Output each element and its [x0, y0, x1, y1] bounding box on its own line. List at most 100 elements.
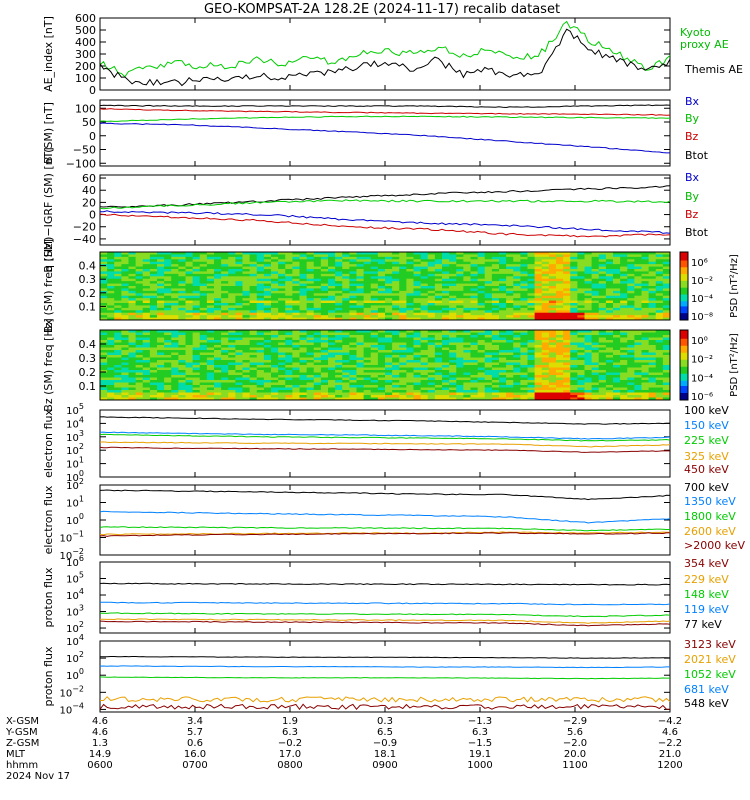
heatmap-cell	[128, 254, 137, 258]
heatmap-cell	[534, 345, 543, 348]
heatmap-cell	[548, 382, 557, 386]
heatmap-cell	[399, 367, 407, 371]
heatmap-cell	[605, 259, 614, 263]
heatmap-cell	[335, 273, 343, 277]
heatmap-cell	[655, 352, 664, 356]
heatmap-cell	[470, 352, 479, 356]
heatmap-cell	[641, 269, 650, 272]
heatmap-cell	[577, 283, 585, 287]
heatmap-cell	[399, 264, 407, 267]
heatmap-cell	[420, 342, 429, 346]
heatmap-cell	[627, 298, 635, 301]
heatmap-cell	[477, 340, 486, 343]
heatmap-cell	[292, 332, 300, 336]
heatmap-cell	[527, 342, 536, 346]
heatmap-cell	[221, 382, 229, 386]
heatmap-cell	[605, 290, 614, 294]
heatmap-cell	[499, 355, 507, 358]
heatmap-cell	[499, 269, 507, 272]
heatmap-cell	[221, 288, 229, 292]
heatmap-cell	[342, 300, 350, 304]
heatmap-cell	[385, 273, 393, 277]
heatmap-cell	[413, 276, 422, 280]
heatmap-cell	[306, 345, 315, 348]
heatmap-cell	[171, 278, 179, 282]
heatmap-cell	[427, 278, 436, 282]
heatmap-cell	[449, 367, 457, 371]
heatmap-cell	[278, 335, 286, 338]
heatmap-cell	[349, 390, 357, 393]
heatmap-cell	[157, 317, 165, 321]
heatmap-cell	[235, 382, 243, 386]
heatmap-cell	[271, 278, 279, 282]
heatmap-cell	[185, 288, 194, 292]
heatmap-cell	[442, 380, 450, 383]
ephemeris-row-label: 2024 Nov 17	[6, 771, 70, 782]
heatmap-cell	[285, 283, 293, 287]
heatmap-cell	[456, 355, 464, 358]
heatmap-cell	[577, 360, 585, 363]
heatmap-cell	[620, 298, 628, 301]
heatmap-cell	[613, 252, 621, 255]
heatmap-cell	[157, 281, 165, 284]
heatmap-cell	[157, 286, 165, 289]
heatmap-cell	[470, 300, 479, 304]
heatmap-cell	[506, 290, 514, 294]
heatmap-cell	[313, 362, 322, 366]
heatmap-cell	[292, 312, 300, 316]
heatmap-cell	[114, 380, 122, 383]
heatmap-cell	[477, 305, 486, 309]
heatmap-cell	[413, 290, 422, 294]
heatmap-cell	[306, 278, 315, 282]
heatmap-cell	[356, 397, 365, 401]
heatmap-cell	[363, 382, 372, 386]
heatmap-cell	[128, 307, 137, 311]
heatmap-cell	[655, 298, 664, 301]
heatmap-cell	[434, 335, 443, 338]
heatmap-cell	[178, 392, 186, 396]
heatmap-cell	[413, 345, 422, 348]
heatmap-cell	[634, 352, 642, 356]
heatmap-cell	[306, 276, 315, 280]
heatmap-cell	[477, 312, 486, 316]
heatmap-cell	[228, 305, 236, 309]
heatmap-cell	[470, 337, 479, 341]
heatmap-cell	[164, 259, 172, 263]
heatmap-cell	[434, 269, 443, 272]
heatmap-cell	[299, 266, 308, 270]
heatmap-cell	[648, 305, 657, 309]
heatmap-cell	[584, 256, 593, 260]
heatmap-cell	[399, 372, 407, 376]
heatmap-cell	[121, 252, 129, 255]
heatmap-cell	[214, 276, 222, 280]
heatmap-cell	[541, 362, 550, 366]
heatmap-cell	[470, 254, 479, 258]
heatmap-cell	[434, 337, 443, 341]
heatmap-cell	[349, 375, 357, 378]
heatmap-cell	[342, 315, 350, 318]
heatmap-cell	[157, 390, 165, 393]
heatmap-cell	[655, 397, 664, 401]
heatmap-cell	[349, 395, 357, 398]
heatmap-cell	[442, 365, 450, 368]
heatmap-cell	[541, 385, 550, 388]
heatmap-cell	[299, 317, 308, 321]
legend-label: By	[685, 112, 700, 125]
heatmap-cell	[128, 370, 137, 373]
heatmap-cell	[427, 395, 436, 398]
heatmap-cell	[463, 370, 471, 373]
heatmap-cell	[121, 385, 129, 388]
heatmap-cell	[534, 385, 543, 388]
heatmap-cell	[178, 256, 186, 260]
heatmap-cell	[328, 397, 336, 401]
y-tick-label: 50	[82, 116, 96, 129]
colorbar-segment	[680, 370, 688, 373]
heatmap-cell	[577, 392, 585, 396]
heatmap-cell	[206, 266, 215, 270]
heatmap-cell	[377, 337, 386, 341]
heatmap-cell	[221, 330, 229, 333]
heatmap-cell	[342, 276, 350, 280]
heatmap-cell	[541, 340, 550, 343]
heatmap-cell	[171, 288, 179, 292]
heatmap-cell	[406, 380, 414, 383]
